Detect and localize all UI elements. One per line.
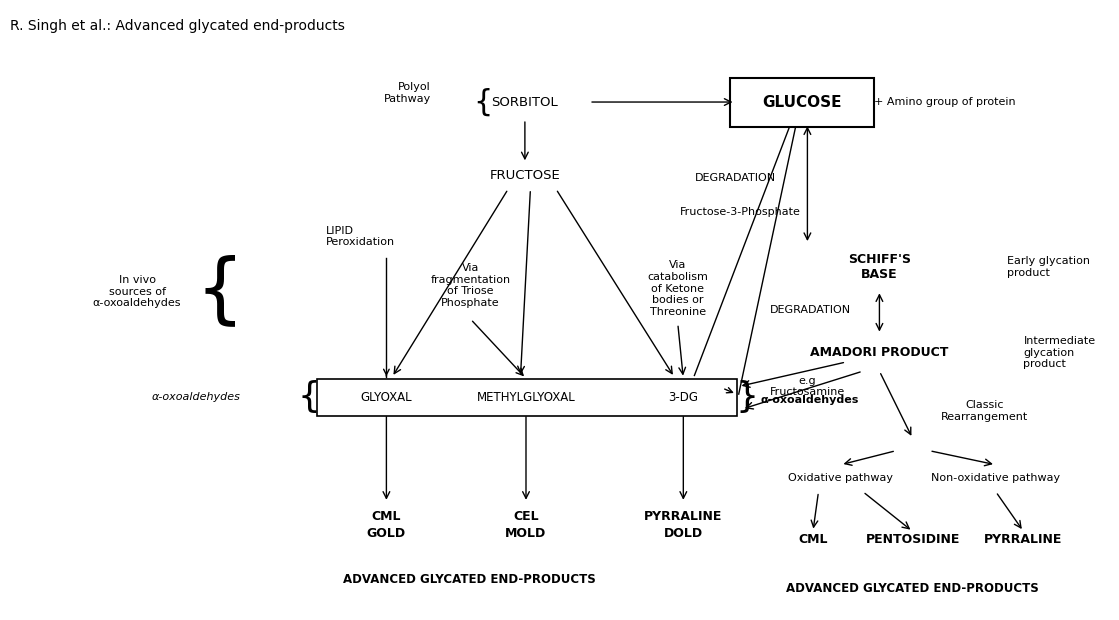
Text: GLYOXAL: GLYOXAL — [360, 391, 412, 404]
Text: PYRRALINE: PYRRALINE — [645, 510, 723, 523]
Text: DEGRADATION: DEGRADATION — [695, 174, 775, 184]
Text: MOLD: MOLD — [506, 527, 546, 540]
Text: Fructose-3-Phosphate: Fructose-3-Phosphate — [680, 207, 801, 217]
Text: In vivo
sources of
α-oxoaldehydes: In vivo sources of α-oxoaldehydes — [93, 275, 181, 308]
Text: {: { — [196, 255, 244, 329]
Text: e.g
Fructosamine: e.g Fructosamine — [770, 376, 845, 397]
Text: AMADORI PRODUCT: AMADORI PRODUCT — [810, 347, 949, 360]
Text: 3-DG: 3-DG — [668, 391, 698, 404]
Text: Polyol
Pathway: Polyol Pathway — [384, 82, 431, 104]
Text: α-oxoaldehydes: α-oxoaldehydes — [151, 392, 241, 402]
Text: CML: CML — [798, 533, 828, 546]
Text: SORBITOL: SORBITOL — [491, 95, 558, 108]
Text: Via
catabolism
of Ketone
bodies or
Threonine: Via catabolism of Ketone bodies or Threo… — [648, 260, 708, 317]
Text: Classic
Rearrangement: Classic Rearrangement — [941, 400, 1028, 422]
Text: ADVANCED GLYCATED END-PRODUCTS: ADVANCED GLYCATED END-PRODUCTS — [787, 582, 1040, 595]
Text: DEGRADATION: DEGRADATION — [770, 305, 852, 315]
Text: {: { — [473, 87, 492, 117]
Text: DOLD: DOLD — [664, 527, 703, 540]
Text: ADVANCED GLYCATED END-PRODUCTS: ADVANCED GLYCATED END-PRODUCTS — [344, 573, 596, 586]
FancyBboxPatch shape — [317, 378, 736, 416]
Text: GOLD: GOLD — [367, 527, 406, 540]
Text: R. Singh et al.: Advanced glycated end-products: R. Singh et al.: Advanced glycated end-p… — [10, 19, 345, 33]
Text: Intermediate
glycation
product: Intermediate glycation product — [1024, 336, 1096, 370]
Text: SCHIFF'S
BASE: SCHIFF'S BASE — [848, 253, 911, 281]
Text: LIPID
Peroxidation: LIPID Peroxidation — [326, 226, 395, 247]
Text: Via
fragmentation
of Triose
Phosphate: Via fragmentation of Triose Phosphate — [431, 263, 510, 308]
Text: Early glycation
product: Early glycation product — [1007, 257, 1090, 278]
Text: CML: CML — [372, 510, 401, 523]
Text: α-oxoaldehydes: α-oxoaldehydes — [761, 395, 859, 405]
Text: Oxidative pathway: Oxidative pathway — [788, 473, 893, 483]
Text: }: } — [735, 380, 758, 414]
Text: + Amino group of protein: + Amino group of protein — [874, 97, 1016, 107]
Text: GLUCOSE: GLUCOSE — [762, 94, 841, 110]
Text: CEL: CEL — [514, 510, 539, 523]
Text: PYRRALINE: PYRRALINE — [985, 533, 1063, 546]
Text: FRUCTOSE: FRUCTOSE — [489, 169, 561, 182]
FancyBboxPatch shape — [730, 78, 874, 126]
Text: {: { — [298, 380, 320, 414]
Text: PENTOSIDINE: PENTOSIDINE — [865, 533, 960, 546]
Text: Non-oxidative pathway: Non-oxidative pathway — [931, 473, 1061, 483]
Text: METHYLGLYOXAL: METHYLGLYOXAL — [477, 391, 575, 404]
